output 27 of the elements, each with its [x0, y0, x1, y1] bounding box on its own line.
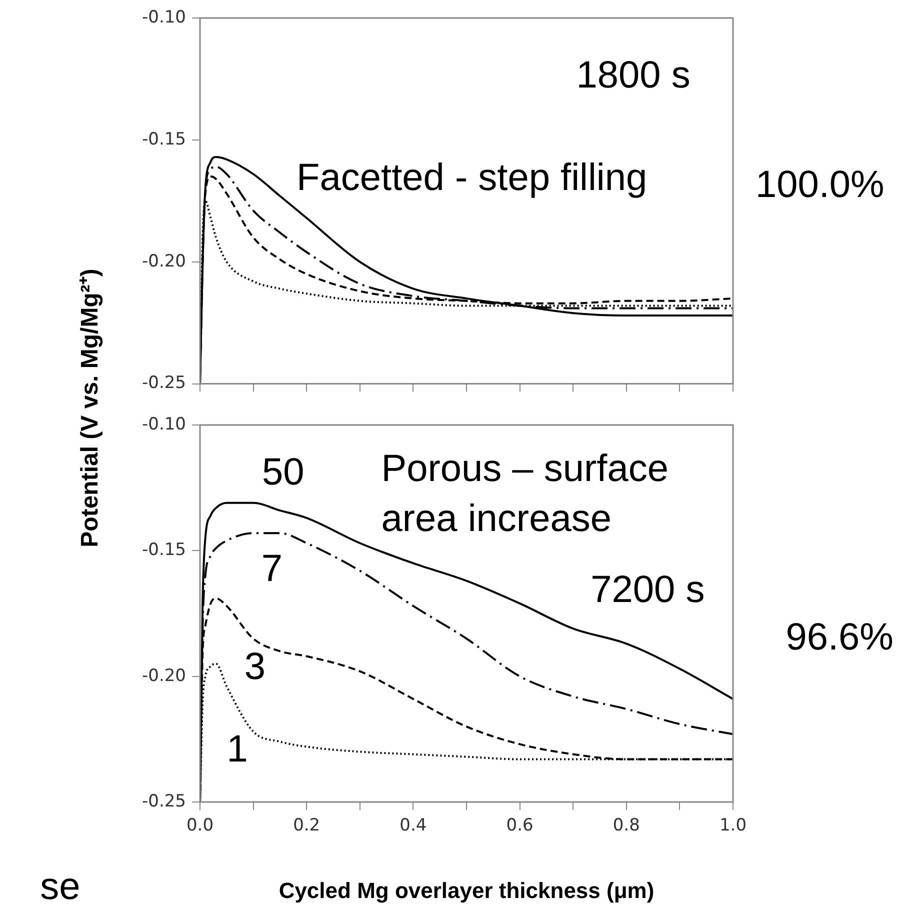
y-tick-label: -0.15: [142, 129, 186, 150]
annotation: Facetted - step filling: [296, 156, 648, 199]
x-tick-label: 0.0: [186, 816, 214, 836]
series-label: 7: [261, 548, 283, 590]
y-tick-label: -0.25: [142, 373, 186, 394]
x-tick-label: 1.0: [719, 816, 747, 836]
x-tick-label: 0.6: [506, 816, 534, 836]
x-tick-label: 0.2: [293, 816, 320, 836]
y-tick-label: -0.25: [142, 791, 186, 812]
series-label: 3: [244, 646, 266, 688]
x-tick-label: 0.8: [612, 816, 640, 836]
series-label: 1: [226, 728, 248, 771]
text: 96.6%: [786, 616, 894, 658]
annotation: Porous – surface area increase: [381, 448, 668, 540]
y-tick-label: -0.10: [142, 7, 186, 28]
y-tick-label: -0.20: [142, 251, 186, 272]
annotation: 1800 s: [576, 54, 690, 96]
series-label: 50: [262, 451, 304, 494]
y-tick-label: -0.10: [142, 414, 186, 434]
y-tick-label: -0.15: [142, 540, 186, 560]
annotation: 7200 s: [590, 569, 705, 612]
text: 100.0%: [755, 164, 884, 206]
text: se: [40, 866, 80, 908]
y-axis-title: Potential (V vs. Mg/Mg²⁺): [76, 268, 104, 548]
x-tick-label: 0.4: [400, 816, 427, 836]
x-axis-title: Cycled Mg overlayer thickness (μm): [278, 878, 654, 903]
y-tick-label: -0.20: [142, 666, 186, 686]
